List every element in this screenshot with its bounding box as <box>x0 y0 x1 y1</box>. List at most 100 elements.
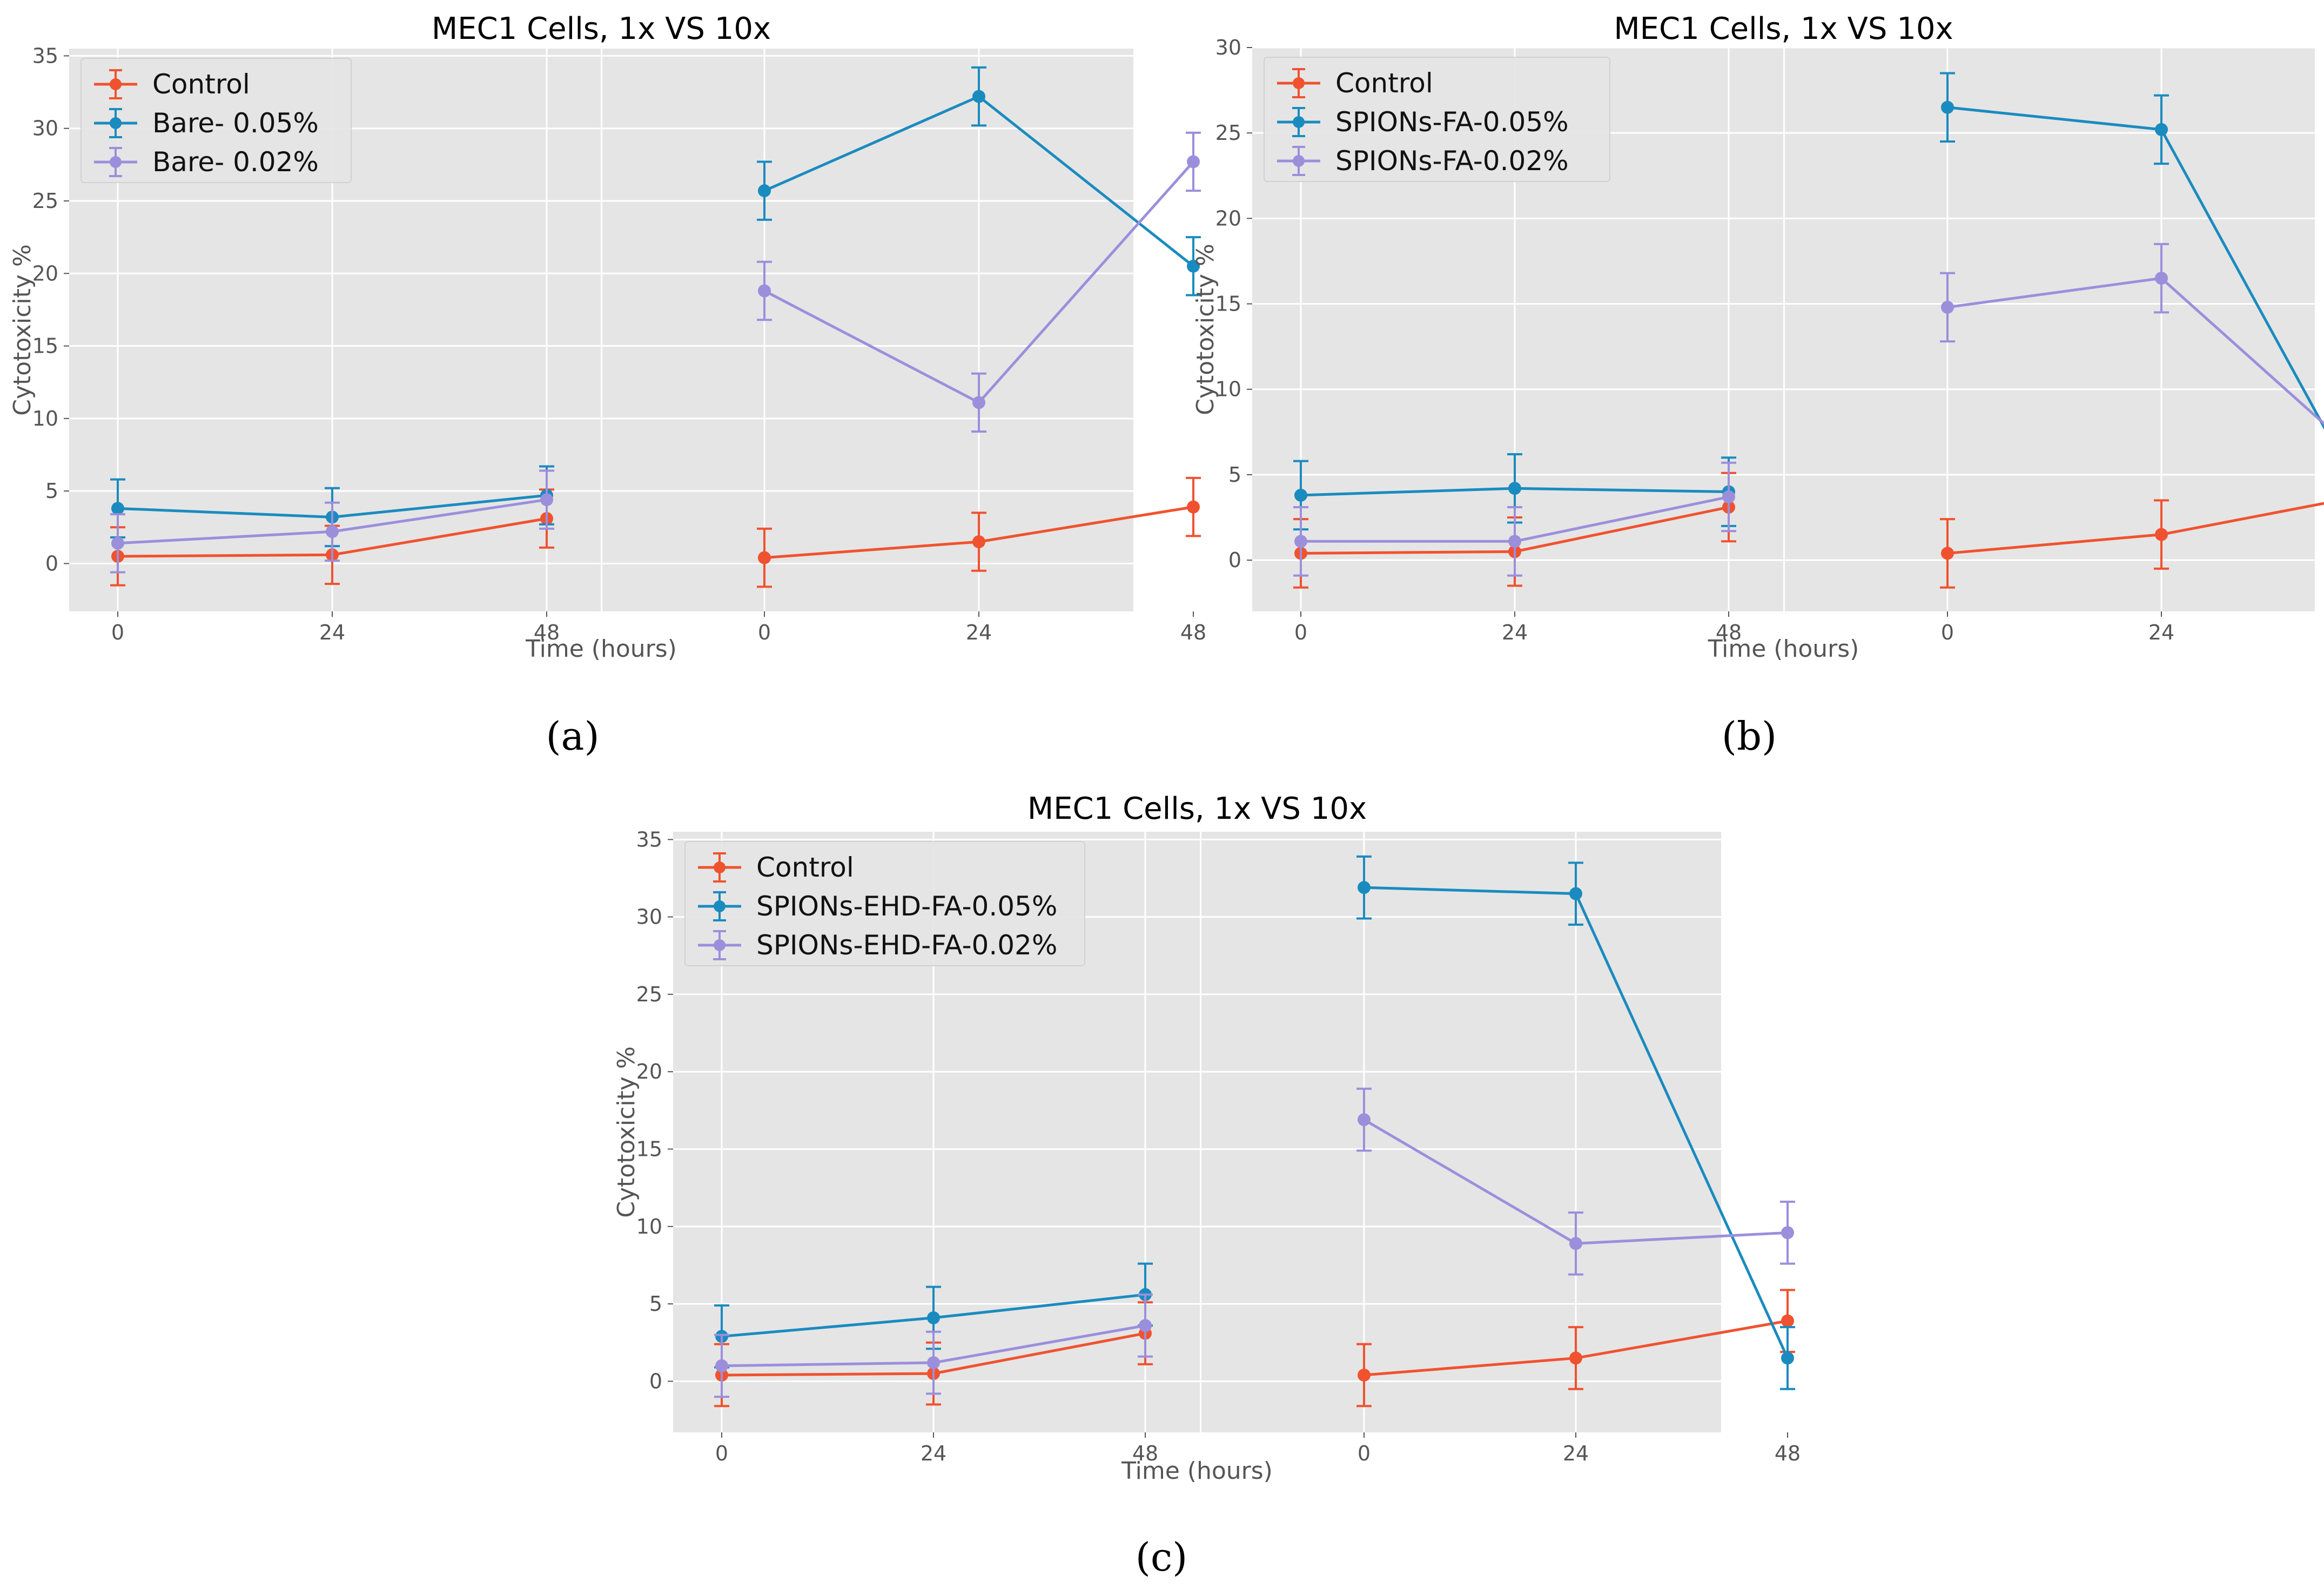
y-tick-label: 15 <box>1215 292 1241 316</box>
legend-item-bare-0-02: Bare- 0.02% <box>94 146 319 178</box>
legend-label: SPIONs-FA-0.02% <box>1335 145 1569 177</box>
y-tick-label: 30 <box>32 117 58 140</box>
y-axis-label: Cytotoxicity % <box>613 1046 640 1218</box>
x-tick-label: 24 <box>966 621 992 644</box>
data-point <box>927 1311 940 1324</box>
x-axis-label: Time (hours) <box>1121 1457 1273 1485</box>
panel-label: (a) <box>546 713 599 759</box>
legend-marker <box>1293 155 1305 167</box>
legend: Control SPIONs-EHD-FA-0.05% SPIONs-EHD-FA-… <box>684 841 1085 966</box>
data-point <box>927 1356 940 1370</box>
data-point <box>1187 259 1200 273</box>
y-tick-label: 5 <box>649 1292 662 1316</box>
legend-item-control: Control <box>1277 68 1433 99</box>
y-tick-label: 20 <box>1215 206 1241 230</box>
x-tick-label: 24 <box>2148 621 2174 644</box>
chart-panel-2: 0510152025300244802448MEC1 Cells, 1x VS … <box>1192 11 2324 759</box>
data-point <box>1294 535 1307 548</box>
data-point <box>1781 1314 1794 1328</box>
legend-marker <box>1293 77 1305 89</box>
data-point <box>1569 887 1582 900</box>
x-tick-label: 0 <box>758 621 771 644</box>
chart-title: MEC1 Cells, 1x VS 10x <box>1614 11 1953 46</box>
y-tick-label: 15 <box>32 334 58 358</box>
data-point <box>972 535 985 549</box>
y-tick-label: 25 <box>32 189 58 213</box>
x-tick-label: 24 <box>1563 1442 1589 1465</box>
legend-item-spions-ehd-fa-0-05: SPIONs-EHD-FA-0.05% <box>698 891 1057 922</box>
legend: Control SPIONs-FA-0.05% SPIONs-FA-0.02% <box>1264 57 1610 182</box>
y-tick-label: 5 <box>45 479 58 503</box>
data-point <box>1781 1351 1794 1365</box>
y-tick-label: 25 <box>1215 121 1241 145</box>
data-point <box>1941 547 1954 560</box>
y-tick-label: 30 <box>636 905 662 929</box>
legend-label: Control <box>1335 68 1433 99</box>
legend-marker <box>110 117 122 129</box>
legend-marker <box>110 78 122 90</box>
y-tick-label: 30 <box>1215 36 1241 59</box>
data-point <box>326 525 339 538</box>
data-point <box>1358 1113 1371 1127</box>
y-tick-label: 35 <box>636 827 662 851</box>
x-tick-label: 24 <box>921 1442 946 1465</box>
legend-item-control: Control <box>94 69 250 100</box>
series-spions-fa-0-02 <box>1293 243 2324 577</box>
legend-label: Control <box>152 69 250 100</box>
y-tick-label: 0 <box>1228 548 1241 572</box>
data-point <box>111 502 124 515</box>
x-tick-label: 0 <box>1294 621 1307 644</box>
data-point <box>1358 881 1371 894</box>
legend-label: Bare- 0.02% <box>152 146 319 178</box>
series-spions-ehd-fa-0-02 <box>714 1087 1795 1398</box>
data-point <box>2155 528 2168 541</box>
x-tick-label: 48 <box>1775 1442 1801 1465</box>
legend: Control Bare- 0.05% Bare- 0.02% <box>80 58 352 183</box>
data-point <box>715 1359 728 1372</box>
data-point <box>1139 1319 1152 1332</box>
data-point <box>1508 482 1521 495</box>
x-tick-label: 48 <box>1716 621 1742 644</box>
panel-label: (b) <box>1722 713 1777 759</box>
data-point <box>540 493 553 507</box>
legend-box <box>684 841 1085 966</box>
data-point <box>758 284 771 298</box>
y-tick-label: 20 <box>32 261 58 285</box>
y-axis-label: Cytotoxicity % <box>1192 244 1219 415</box>
data-point <box>1941 100 1954 114</box>
legend-item-spions-fa-0-05: SPIONs-FA-0.05% <box>1277 106 1569 138</box>
data-point <box>2155 123 2168 136</box>
y-tick-label: 10 <box>1215 378 1241 401</box>
x-tick-label: 0 <box>1358 1442 1371 1465</box>
x-tick-label: 0 <box>715 1442 728 1465</box>
x-tick-label: 24 <box>1502 621 1528 644</box>
chart-title: MEC1 Cells, 1x VS 10x <box>1027 791 1367 826</box>
x-tick-label: 0 <box>111 621 124 644</box>
y-tick-label: 0 <box>45 551 58 575</box>
legend-marker <box>1293 116 1305 128</box>
legend-marker <box>714 939 726 951</box>
x-tick-label: 48 <box>1180 621 1206 644</box>
x-tick-label: 0 <box>1941 621 1954 644</box>
panel-label: (c) <box>1136 1534 1188 1580</box>
series-bare-0-02 <box>110 131 1201 574</box>
legend-label: SPIONs-EHD-FA-0.05% <box>756 891 1057 922</box>
legend-marker <box>714 900 726 912</box>
chart-panel-3: 0 5 10 15 20 25 30 35 0 24 48 0 24 48 MEC1 Cells, 1x V… <box>613 791 1801 1580</box>
data-point <box>972 90 985 103</box>
data-point <box>2155 272 2168 285</box>
legend-item-bare-0-05: Bare- 0.05% <box>94 107 319 139</box>
data-point <box>111 536 124 550</box>
legend-label: SPIONs-FA-0.05% <box>1335 106 1569 138</box>
series-spions-fa-0-05 <box>1293 72 2324 531</box>
y-tick-label: 35 <box>32 44 58 68</box>
legend-item-spions-fa-0-02: SPIONs-FA-0.02% <box>1277 145 1569 177</box>
data-point <box>1187 500 1200 514</box>
x-tick-label: 48 <box>534 621 560 644</box>
data-point <box>758 184 771 198</box>
data-point <box>1569 1351 1582 1365</box>
data-point <box>1187 155 1200 169</box>
legend-label: SPIONs-EHD-FA-0.02% <box>756 930 1057 961</box>
data-point <box>1358 1368 1371 1382</box>
y-tick-label: 5 <box>1228 463 1241 487</box>
